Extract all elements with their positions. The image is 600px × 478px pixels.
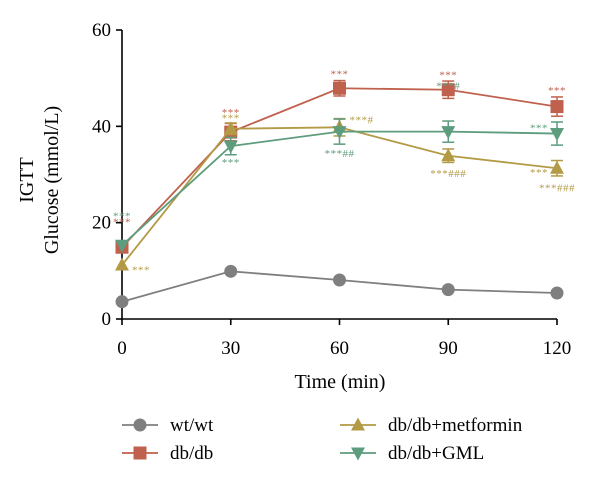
triangle-marker <box>351 447 365 461</box>
significance-label: *** <box>530 167 548 179</box>
triangle-marker <box>441 126 456 140</box>
annotation-layer: ************************#***##******#***… <box>113 68 575 276</box>
legend-label: db/db <box>170 443 213 464</box>
significance-label: *** <box>530 122 548 134</box>
x-tick-label: 30 <box>221 338 240 359</box>
square-marker <box>441 83 455 97</box>
significance-label: *** <box>439 69 457 81</box>
y-tick-label: 40 <box>92 116 111 137</box>
significance-label: *** <box>222 157 240 169</box>
x-tick-label: 120 <box>543 338 572 359</box>
legend-item: db/db+metformin <box>340 415 523 436</box>
y-axis-title-line2: Glucose (mmol/L) <box>41 106 63 254</box>
significance-label: *** <box>331 68 349 80</box>
significance-label: ***### <box>430 168 466 180</box>
significance-label: *** <box>113 217 131 229</box>
triangle-marker <box>441 148 456 162</box>
significance-label: ***# <box>436 80 460 92</box>
significance-label: ***## <box>325 148 355 160</box>
square-marker <box>133 446 147 460</box>
y-axis-title-line1: IGTT <box>16 157 38 203</box>
triangle-marker <box>550 160 564 174</box>
significance-label: *** <box>132 264 150 276</box>
circle-marker <box>224 264 238 278</box>
triangle-marker <box>223 140 238 154</box>
significance-label: ***### <box>539 183 575 195</box>
significance-label: ***# <box>350 115 374 127</box>
series-db-db <box>115 79 564 254</box>
y-tick-label: 60 <box>92 20 111 41</box>
legend-item: db/db+GML <box>340 443 484 464</box>
triangle-marker <box>332 126 347 140</box>
triangle-marker <box>550 128 564 142</box>
series-line <box>121 87 558 248</box>
triangle-marker <box>223 121 238 135</box>
triangle-marker <box>115 257 129 271</box>
significance-label: *** <box>222 113 240 125</box>
triangle-marker <box>115 239 129 253</box>
circle-marker <box>133 418 147 432</box>
y-tick-label: 0 <box>102 309 112 330</box>
circle-marker <box>441 283 455 297</box>
square-marker <box>333 81 346 95</box>
significance-label: *** <box>222 107 240 119</box>
x-tick-label: 0 <box>117 338 127 359</box>
square-marker <box>550 100 564 114</box>
series-layer <box>115 79 564 309</box>
series-wt-wt <box>115 264 564 309</box>
circle-marker <box>333 273 346 287</box>
circle-marker <box>115 295 129 309</box>
circle-marker <box>550 286 564 300</box>
triangle-marker <box>351 417 365 431</box>
legend-label: db/db+GML <box>388 443 484 464</box>
legend: wt/wt db/db db/db+metformin db/db+GML <box>122 415 523 464</box>
axes: 0 20 40 60 0 30 60 90 120 <box>92 20 571 359</box>
legend-item: wt/wt <box>122 415 214 436</box>
x-axis-title: Time (min) <box>295 371 386 393</box>
legend-label: wt/wt <box>170 415 214 436</box>
significance-label: *** <box>548 85 566 97</box>
significance-label: *** <box>113 210 131 222</box>
x-tick-label: 90 <box>439 338 458 359</box>
legend-item: db/db <box>122 443 213 464</box>
y-tick-label: 20 <box>92 213 111 234</box>
legend-label: db/db+metformin <box>388 415 523 436</box>
x-tick-label: 60 <box>330 338 349 359</box>
series-db-db-gml <box>115 118 564 253</box>
